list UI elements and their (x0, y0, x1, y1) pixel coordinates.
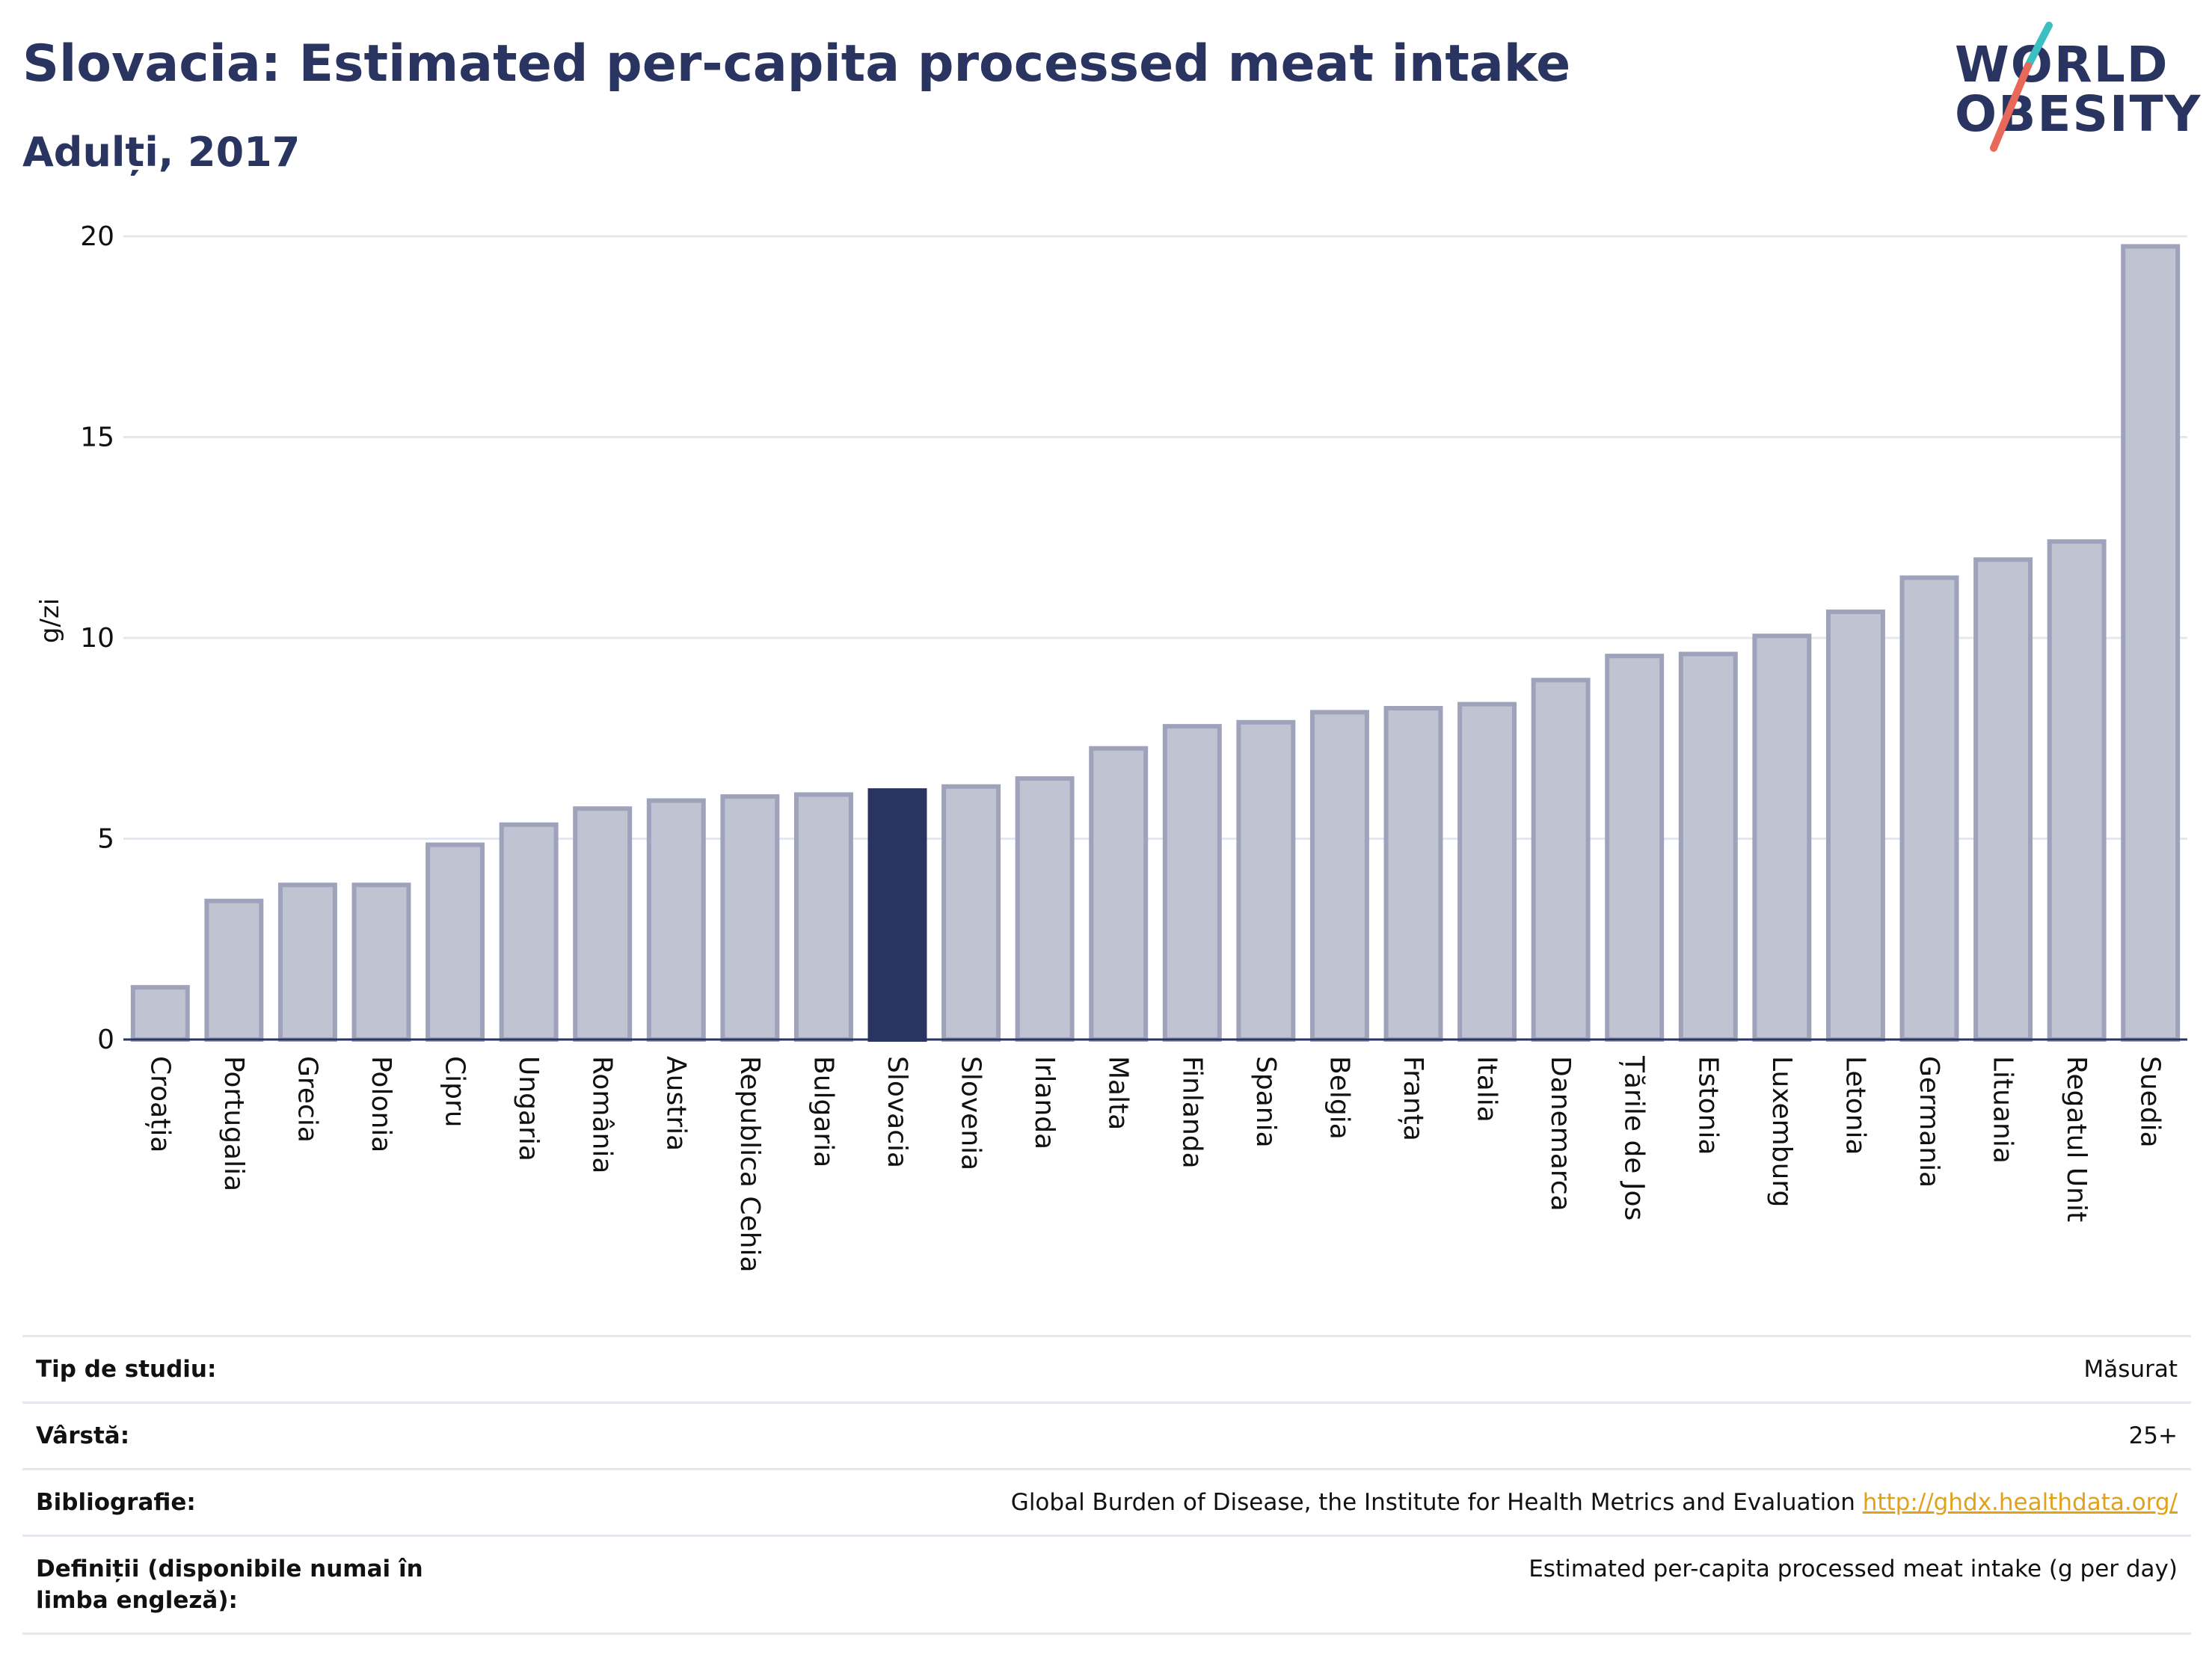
x-tick-label: Luxemburg (1766, 1056, 1797, 1207)
world-obesity-logo: WORLD OBESITY (1944, 21, 2202, 156)
logo-slash-icon (1990, 22, 2053, 152)
x-tick-label: România (587, 1056, 618, 1173)
bar-8[interactable] (646, 798, 706, 1042)
x-tick-label: Slovenia (956, 1056, 986, 1170)
info-row-age: Vârstă: 25+ (22, 1402, 2191, 1470)
bar-24[interactable] (1825, 610, 1885, 1042)
x-tick-label: Letonia (1840, 1056, 1870, 1155)
x-tick-label: Germania (1914, 1056, 1944, 1188)
info-value-cell: Global Burden of Disease, the Institute … (513, 1470, 2191, 1536)
y-tick-label: 20 (80, 221, 114, 252)
bar-1[interactable] (130, 985, 190, 1042)
bar-22[interactable] (1678, 651, 1738, 1042)
bar-11[interactable] (867, 788, 927, 1043)
x-tick-label: Grecia (292, 1056, 322, 1143)
info-row-bibliography: Bibliografie: Global Burden of Disease, … (22, 1469, 2191, 1536)
bar-chart: 0 5 10 15 20 Croația Portugalia Grecia Polonia Ci… (35, 221, 2187, 1273)
x-tick-label: Spania (1250, 1056, 1281, 1148)
chart-title: Slovacia: Estimated per-capita processed… (22, 34, 1571, 93)
bar-14[interactable] (1089, 746, 1149, 1042)
x-tick-label: Estonia (1692, 1056, 1723, 1155)
y-tick-label: 0 (97, 1025, 114, 1055)
bar-6[interactable] (499, 822, 559, 1042)
info-row-study-type: Tip de studiu: Măsurat (22, 1336, 2191, 1403)
x-tick-label: Regatul Unit (2061, 1056, 2092, 1222)
x-tick-label: Bulgaria (808, 1056, 838, 1167)
bar-13[interactable] (1015, 776, 1075, 1042)
bar-21[interactable] (1605, 654, 1665, 1042)
x-tick-label: Cipru (440, 1056, 470, 1128)
x-tick-label: Polonia (366, 1056, 396, 1152)
info-label: Vârstă: (36, 1422, 130, 1449)
info-value: 25+ (2128, 1422, 2178, 1449)
bar-23[interactable] (1752, 633, 1812, 1042)
bar-18[interactable] (1383, 705, 1443, 1042)
bar-15[interactable] (1162, 724, 1222, 1042)
bar-19[interactable] (1457, 701, 1517, 1042)
study-info-table: Tip de studiu: Măsurat Vârstă: 25+ Bibli… (22, 1335, 2191, 1635)
bar-12[interactable] (941, 784, 1001, 1042)
x-tick-label: Slovacia (882, 1056, 912, 1168)
bar-10[interactable] (793, 792, 853, 1043)
x-tick-label: Finlanda (1176, 1056, 1207, 1169)
bar-3[interactable] (277, 882, 337, 1042)
x-tick-label: Malta (1103, 1056, 1134, 1130)
bar-9[interactable] (720, 794, 780, 1042)
logo-text-world: WORLD (1955, 36, 2169, 93)
x-tick-label: Lituania (1988, 1056, 2018, 1164)
info-label: Tip de studiu: (36, 1356, 217, 1383)
x-tick-label: Țările de Jos (1619, 1055, 1650, 1220)
chart-bars (130, 244, 2181, 1043)
chart-subtitle: Adulți, 2017 (22, 129, 301, 176)
bar-7[interactable] (573, 806, 633, 1042)
info-row-definitions: Definiții (disponibile numai în limba en… (22, 1535, 2191, 1634)
x-tick-label: Croația (144, 1056, 175, 1152)
x-tick-label: Belgia (1324, 1056, 1354, 1140)
x-tick-label: Franța (1398, 1056, 1428, 1141)
bar-27[interactable] (2047, 539, 2107, 1042)
y-axis-label: g/zi (35, 598, 65, 643)
bar-2[interactable] (204, 898, 264, 1042)
x-tick-label: Austria (660, 1056, 691, 1151)
x-tick-label: Ungaria (513, 1056, 544, 1161)
logo-text-obesity: OBESITY (1955, 85, 2202, 143)
info-label: Bibliografie: (36, 1489, 196, 1516)
bibliography-link[interactable]: http://ghdx.healthdata.org/ (1862, 1489, 2178, 1516)
info-value: Global Burden of Disease, the Institute … (1010, 1489, 1855, 1516)
bar-26[interactable] (1973, 557, 2033, 1042)
bar-5[interactable] (425, 842, 485, 1043)
info-value: Măsurat (2083, 1356, 2178, 1383)
x-tick-label: Republica Cehia (734, 1056, 765, 1273)
x-tick-label: Irlanda (1029, 1056, 1060, 1149)
info-value: Estimated per-capita processed meat inta… (1529, 1556, 2178, 1582)
x-tick-label: Portugalia (218, 1056, 249, 1191)
bar-25[interactable] (1899, 575, 1959, 1042)
bar-28[interactable] (2121, 244, 2181, 1042)
bar-16[interactable] (1236, 719, 1296, 1043)
info-label: Definiții (disponibile numai în limba en… (36, 1556, 423, 1614)
bar-17[interactable] (1309, 710, 1369, 1042)
x-tick-label: Suedia (2135, 1056, 2166, 1148)
y-tick-label: 15 (80, 423, 114, 453)
bar-20[interactable] (1531, 678, 1591, 1042)
y-tick-label: 10 (80, 623, 114, 654)
y-tick-label: 5 (97, 824, 114, 855)
bar-4[interactable] (351, 882, 411, 1042)
x-tick-label: Italia (1472, 1056, 1502, 1123)
x-tick-label: Danemarca (1545, 1056, 1576, 1212)
chart-axes: 0 5 10 15 20 Croația Portugalia Grecia Polonia Ci… (80, 221, 2187, 1273)
